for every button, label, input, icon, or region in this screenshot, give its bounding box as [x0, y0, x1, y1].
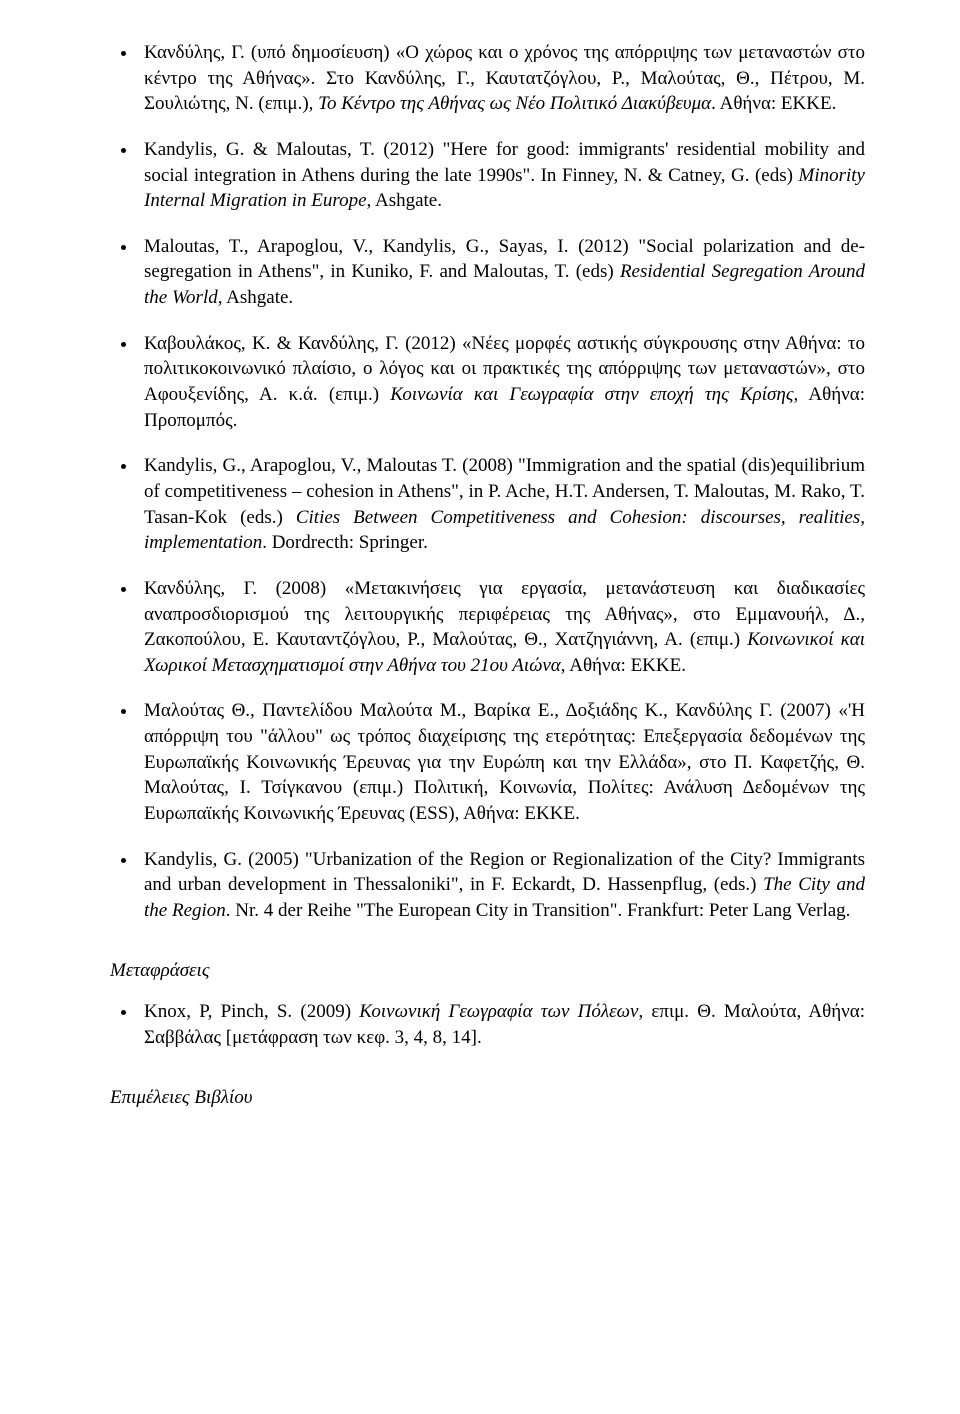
references-list: Κανδύλης, Γ. (υπό δημοσίευση) «Ο χώρος κ… — [110, 40, 865, 924]
reference-item: Κανδύλης, Γ. (υπό δημοσίευση) «Ο χώρος κ… — [138, 40, 865, 117]
translations-heading: Μεταφράσεις — [110, 958, 865, 984]
reference-item: Maloutas, T., Arapoglou, V., Kandylis, G… — [138, 234, 865, 311]
reference-item: Kandylis, G. & Maloutas, T. (2012) "Here… — [138, 137, 865, 214]
reference-item: Knox, P, Pinch, S. (2009) Κοινωνική Γεωγ… — [138, 999, 865, 1050]
reference-item: Καβουλάκος, Κ. & Κανδύλης, Γ. (2012) «Νέ… — [138, 331, 865, 434]
reference-item: Kandylis, G. (2005) "Urbanization of the… — [138, 847, 865, 924]
reference-item: Μαλούτας Θ., Παντελίδου Μαλούτα Μ., Βαρί… — [138, 698, 865, 826]
editions-heading: Επιμέλειες Βιβλίου — [110, 1085, 865, 1111]
reference-item: Kandylis, G., Arapoglou, V., Maloutas T.… — [138, 453, 865, 556]
translations-list: Knox, P, Pinch, S. (2009) Κοινωνική Γεωγ… — [110, 999, 865, 1050]
reference-item: Κανδύλης, Γ. (2008) «Μετακινήσεις για ερ… — [138, 576, 865, 679]
